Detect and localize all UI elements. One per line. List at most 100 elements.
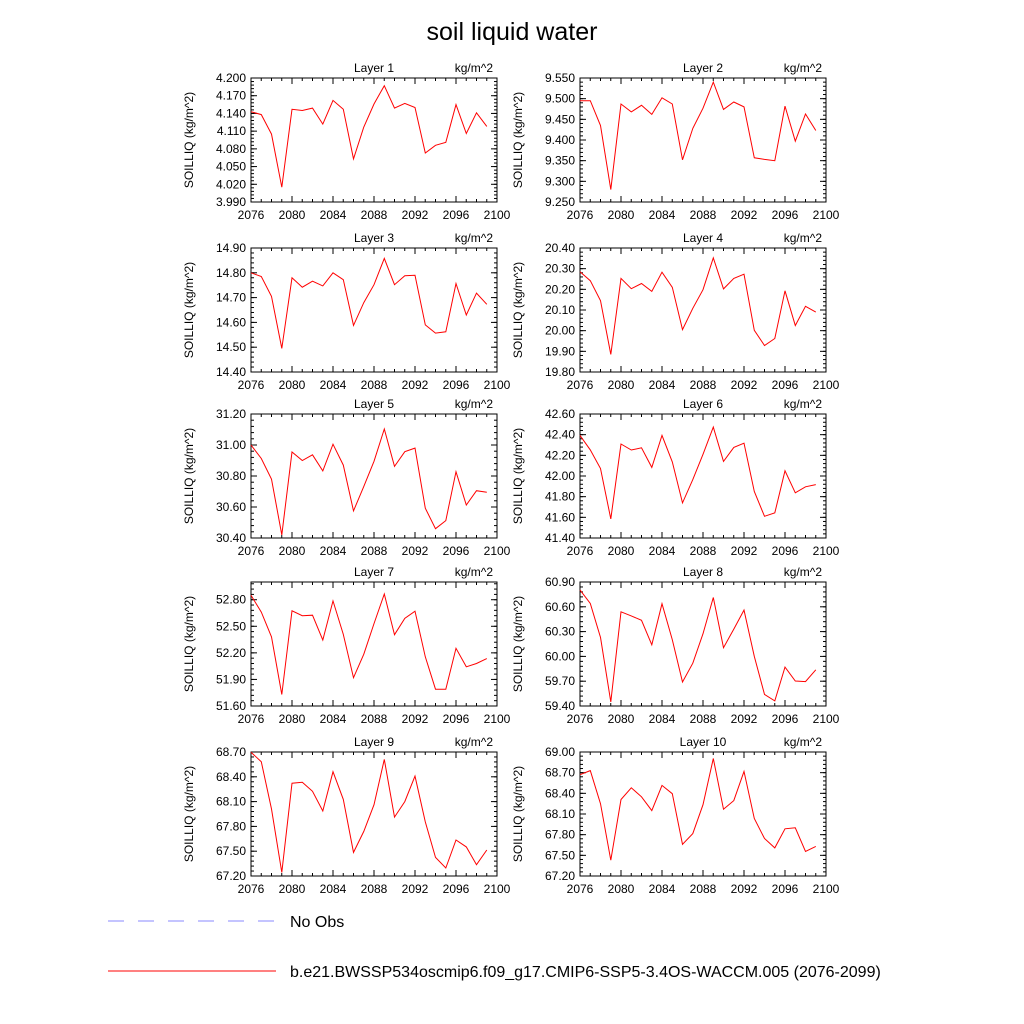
panel-layer-4: Layer 4 kg/m^2 SOILLIQ (kg/m^2) 19.80 19.90 2… [511, 231, 840, 392]
y-tick-label: 67.80 [216, 819, 246, 833]
x-tick-label: 2088 [690, 882, 717, 896]
y-tick-label: 14.40 [216, 365, 246, 379]
series-line [579, 256, 817, 355]
x-tick-label: 2088 [361, 544, 388, 558]
y-tick-label: 42.60 [545, 407, 575, 421]
panel-units: kg/m^2 [455, 397, 494, 411]
legend-label: b.e21.BWSSP534oscmip6.f09_g17.CMIP6-SSP5… [290, 964, 881, 981]
panel-units: kg/m^2 [784, 231, 823, 245]
x-tick-label: 2096 [443, 378, 470, 392]
panel-units: kg/m^2 [455, 61, 494, 75]
y-tick-label: 9.250 [545, 195, 575, 209]
plot-frame [250, 751, 498, 877]
x-tick-label: 2080 [279, 882, 306, 896]
y-tick-label: 20.10 [545, 303, 575, 317]
x-tick-label: 2088 [361, 882, 388, 896]
x-tick-label: 2100 [484, 882, 511, 896]
y-tick-label: 4.200 [216, 71, 246, 85]
y-tick-label: 9.550 [545, 71, 575, 85]
x-tick-label: 2084 [649, 378, 676, 392]
panel-units: kg/m^2 [455, 735, 494, 749]
x-tick-label: 2092 [402, 378, 429, 392]
y-tick-label: 42.20 [545, 448, 575, 462]
y-tick-label: 14.80 [216, 266, 246, 280]
y-tick-label: 51.60 [216, 699, 246, 713]
x-tick-label: 2080 [608, 712, 635, 726]
panel-units: kg/m^2 [784, 735, 823, 749]
x-tick-label: 2100 [484, 378, 511, 392]
y-tick-label: 19.80 [545, 365, 575, 379]
x-tick-label: 2096 [443, 712, 470, 726]
y-axis-label: SOILLIQ (kg/m^2) [182, 596, 196, 692]
x-tick-label: 2096 [772, 544, 799, 558]
series-line [580, 80, 817, 190]
panel-title: Layer 5 [354, 397, 394, 411]
x-tick-label: 2076 [238, 378, 265, 392]
x-tick-label: 2076 [567, 712, 594, 726]
panel-title: Layer 6 [683, 397, 723, 411]
panel-layer-10: Layer 10 kg/m^2 SOILLIQ (kg/m^2) 67.20 67.50… [511, 735, 840, 896]
x-tick-label: 2088 [361, 378, 388, 392]
y-tick-label: 52.50 [216, 619, 246, 633]
y-tick-label: 60.90 [545, 575, 575, 589]
y-tick-label: 4.080 [216, 142, 246, 156]
series-line [250, 592, 488, 695]
x-tick-label: 2096 [443, 882, 470, 896]
x-tick-label: 2076 [567, 208, 594, 222]
plot-frame [579, 751, 827, 877]
y-tick-label: 4.110 [217, 124, 246, 138]
y-tick-label: 60.00 [545, 649, 575, 663]
y-tick-label: 68.10 [216, 795, 246, 809]
y-axis-label: SOILLIQ (kg/m^2) [182, 92, 196, 188]
y-tick-label: 4.140 [216, 106, 246, 120]
panel-units: kg/m^2 [455, 565, 494, 579]
panel-layer-7: Layer 7 kg/m^2 SOILLIQ (kg/m^2) 51.60 51.90 5… [182, 565, 511, 726]
y-tick-label: 60.30 [545, 625, 575, 639]
x-tick-label: 2100 [484, 544, 511, 558]
series-line [250, 427, 487, 535]
plot-frame [250, 413, 498, 539]
series-line [579, 589, 817, 702]
y-tick-label: 51.90 [216, 672, 246, 686]
panel-units: kg/m^2 [784, 61, 823, 75]
y-tick-label: 67.20 [545, 869, 575, 883]
panels: Layer 1 kg/m^2 SOILLIQ (kg/m^2) 3.990 4.020 4… [182, 61, 840, 896]
x-tick-label: 2100 [484, 208, 511, 222]
y-tick-label: 14.50 [216, 340, 246, 354]
x-tick-label: 2100 [813, 882, 840, 896]
x-tick-label: 2092 [731, 378, 758, 392]
y-axis-label: SOILLIQ (kg/m^2) [182, 428, 196, 524]
y-tick-label: 41.80 [545, 490, 575, 504]
x-tick-label: 2084 [649, 208, 676, 222]
y-tick-label: 14.70 [216, 291, 246, 305]
y-axis-label: SOILLIQ (kg/m^2) [182, 262, 196, 358]
x-tick-label: 2080 [279, 544, 306, 558]
y-tick-label: 4.050 [216, 160, 246, 174]
y-tick-label: 20.40 [545, 241, 575, 255]
y-tick-label: 14.60 [216, 315, 246, 329]
y-tick-label: 4.020 [216, 177, 246, 191]
y-axis-label: SOILLIQ (kg/m^2) [182, 766, 196, 862]
y-tick-label: 3.990 [216, 195, 246, 209]
y-tick-label: 4.170 [216, 89, 246, 103]
panel-title: Layer 2 [683, 61, 723, 75]
y-tick-label: 41.40 [545, 531, 575, 545]
x-tick-label: 2076 [238, 208, 265, 222]
y-tick-label: 42.00 [545, 469, 575, 483]
panel-units: kg/m^2 [784, 397, 823, 411]
y-tick-label: 41.60 [545, 510, 575, 524]
x-tick-label: 2088 [690, 544, 717, 558]
x-tick-label: 2076 [567, 378, 594, 392]
x-tick-label: 2088 [361, 712, 388, 726]
y-tick-label: 68.10 [545, 807, 575, 821]
y-axis-label: SOILLIQ (kg/m^2) [511, 92, 525, 188]
panel-title: Layer 9 [354, 735, 394, 749]
y-tick-label: 9.300 [545, 174, 575, 188]
x-tick-label: 2076 [567, 882, 594, 896]
series-line [579, 758, 817, 861]
panel-title: Layer 10 [680, 735, 727, 749]
x-tick-label: 2084 [320, 378, 347, 392]
panel-layer-2: Layer 2 kg/m^2 SOILLIQ (kg/m^2) 9.250 9.300 9… [511, 61, 840, 222]
x-tick-label: 2096 [772, 712, 799, 726]
x-tick-label: 2096 [772, 208, 799, 222]
